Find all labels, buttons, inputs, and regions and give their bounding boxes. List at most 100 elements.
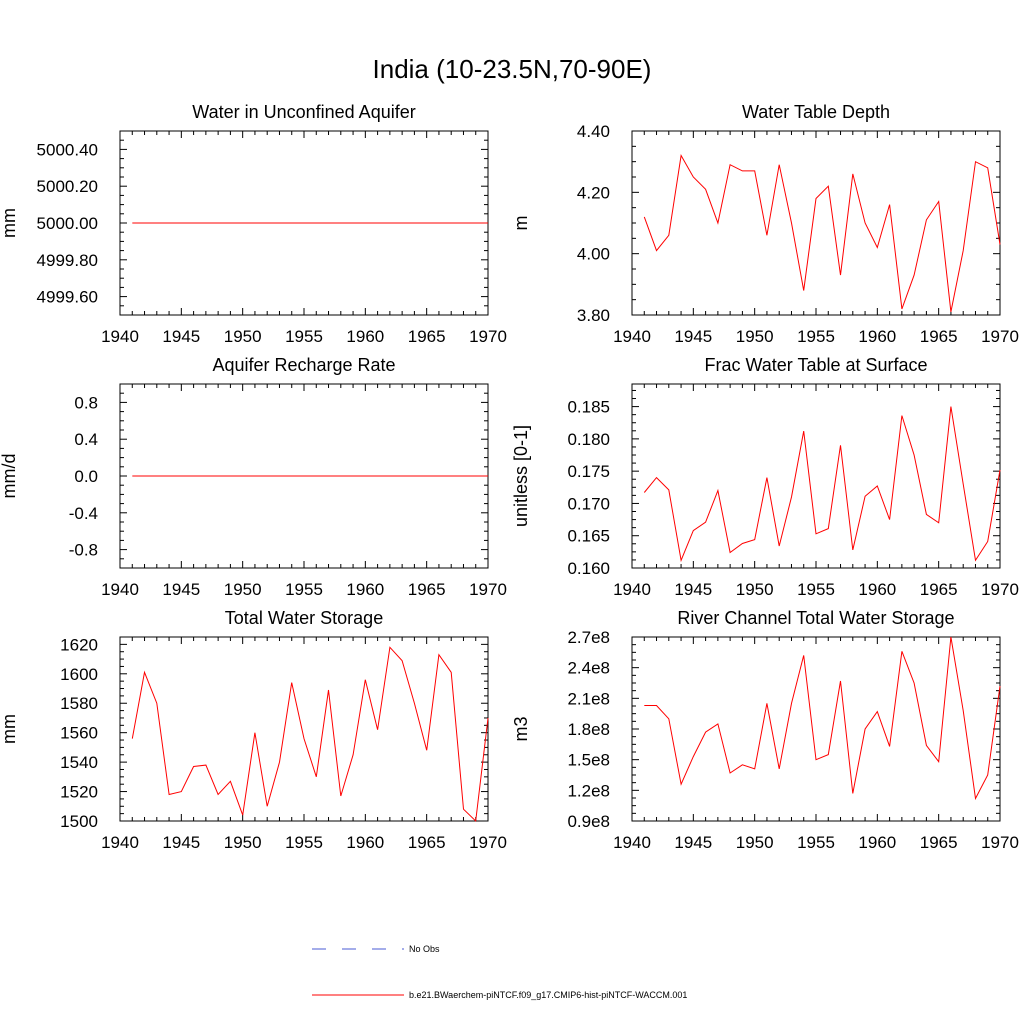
y-tick-label: 1580	[60, 694, 98, 713]
x-tick-label: 1940	[101, 833, 139, 852]
main-title: India (10-23.5N,70-90E)	[372, 54, 652, 84]
x-tick-label: 1950	[224, 327, 262, 346]
y-tick-label: 4999.80	[37, 251, 98, 270]
chart-panel-1: Water in Unconfined Aquifer 1940 1945 1950 1…	[0, 102, 507, 346]
x-tick-label: 1970	[981, 833, 1019, 852]
y-tick-label: 0.170	[567, 494, 610, 513]
series-line-1	[131, 646, 489, 823]
x-tick-label: 1950	[224, 833, 262, 852]
y-tick-label: 0.4	[74, 430, 98, 449]
chart-panel-2: Water Table Depth 1940 1945 1950 1955 1960 196…	[511, 102, 1019, 346]
x-tick-label: 1940	[613, 580, 651, 599]
series-line-1	[644, 636, 1001, 801]
y-tick-label: 5000.40	[37, 140, 98, 159]
y-tick-label: 0.0	[74, 467, 98, 486]
plot-frame	[631, 130, 1001, 316]
y-tick-label: 5000.00	[37, 214, 98, 233]
y-tick-label: 2.4e8	[567, 659, 610, 678]
y-tick-label: 1.8e8	[567, 720, 610, 739]
x-tick-label: 1960	[346, 327, 384, 346]
legend: No Obs b.e21.BWaerchem-piNTCF.f09_g17.CMI…	[312, 944, 687, 1000]
y-tick-label: 4999.60	[37, 288, 98, 307]
y-tick-label: 4.00	[577, 245, 610, 264]
y-tick-label: 2.1e8	[567, 689, 610, 708]
x-tick-label: 1960	[858, 833, 896, 852]
y-tick-label: 1620	[60, 635, 98, 654]
y-axis-label: m	[511, 216, 531, 231]
x-tick-label: 1965	[920, 833, 958, 852]
x-tick-label: 1955	[797, 327, 835, 346]
y-tick-label: 0.9e8	[567, 812, 610, 831]
x-tick-label: 1970	[981, 327, 1019, 346]
chart-panel-5: Total Water Storage 1940 1945 1950 1955 1960 1…	[0, 608, 507, 852]
y-axis-label: mm	[0, 714, 19, 744]
x-tick-label: 1950	[224, 580, 262, 599]
series-line-1	[643, 154, 1001, 312]
x-tick-label: 1960	[858, 580, 896, 599]
y-tick-label: 0.185	[567, 398, 610, 417]
y-tick-label: 0.8	[74, 393, 98, 412]
chart-panel-6: River Channel Total Water Storage 1940 194…	[511, 608, 1019, 852]
x-tick-label: 1960	[858, 327, 896, 346]
y-tick-label: 0.180	[567, 430, 610, 449]
y-tick-label: 3.80	[577, 306, 610, 325]
y-tick-label: 1560	[60, 724, 98, 743]
x-tick-label: 1965	[920, 327, 958, 346]
y-tick-label: 4.40	[577, 122, 610, 141]
y-tick-label: 1600	[60, 665, 98, 684]
series-line-1	[643, 406, 1001, 563]
x-tick-label: 1950	[736, 833, 774, 852]
panel-title: Water in Unconfined Aquifer	[192, 102, 415, 122]
y-axis-label: mm	[0, 208, 19, 238]
x-tick-label: 1940	[101, 580, 139, 599]
x-tick-label: 1965	[408, 580, 446, 599]
x-tick-label: 1955	[797, 833, 835, 852]
y-tick-label: 0.160	[567, 559, 610, 578]
chart-panel-3: Aquifer Recharge Rate 1940 1945 1950 1955 196…	[0, 355, 507, 599]
x-tick-label: 1940	[613, 833, 651, 852]
x-tick-label: 1970	[981, 580, 1019, 599]
y-tick-label: -0.8	[69, 541, 98, 560]
y-axis-label: unitless [0-1]	[511, 425, 531, 527]
y-tick-label: 4.20	[577, 183, 610, 202]
x-tick-label: 1970	[469, 327, 507, 346]
y-axis-label: m3	[511, 716, 531, 741]
plot-frame	[631, 383, 1001, 569]
x-tick-label: 1945	[162, 833, 200, 852]
panel-title: Water Table Depth	[742, 102, 890, 122]
x-tick-label: 1945	[162, 580, 200, 599]
x-tick-label: 1970	[469, 580, 507, 599]
x-tick-label: 1950	[736, 327, 774, 346]
x-tick-label: 1965	[408, 327, 446, 346]
x-tick-label: 1955	[797, 580, 835, 599]
y-tick-label: 0.165	[567, 527, 610, 546]
x-tick-label: 1960	[346, 580, 384, 599]
y-axis-label: mm/d	[0, 454, 19, 499]
y-tick-label: 5000.20	[37, 177, 98, 196]
y-tick-label: 1.2e8	[567, 781, 610, 800]
x-tick-label: 1945	[674, 327, 712, 346]
legend-label-model: b.e21.BWaerchem-piNTCF.f09_g17.CMIP6-his…	[409, 990, 687, 1000]
plot-frame	[631, 636, 1001, 822]
y-tick-label: 1.5e8	[567, 751, 610, 770]
y-tick-label: 2.7e8	[567, 628, 610, 647]
panel-title: Total Water Storage	[225, 608, 383, 628]
panel-title: Aquifer Recharge Rate	[212, 355, 395, 375]
x-tick-label: 1960	[346, 833, 384, 852]
x-tick-label: 1950	[736, 580, 774, 599]
x-tick-label: 1940	[101, 327, 139, 346]
x-tick-label: 1945	[674, 580, 712, 599]
y-tick-label: 1520	[60, 783, 98, 802]
x-tick-label: 1970	[469, 833, 507, 852]
panel-title: River Channel Total Water Storage	[677, 608, 954, 628]
x-tick-label: 1945	[162, 327, 200, 346]
legend-label-no-obs: No Obs	[409, 944, 440, 954]
x-tick-label: 1955	[285, 580, 323, 599]
y-tick-label: 0.175	[567, 462, 610, 481]
y-tick-label: 1540	[60, 753, 98, 772]
y-tick-label: -0.4	[69, 504, 98, 523]
x-tick-label: 1955	[285, 327, 323, 346]
x-tick-label: 1955	[285, 833, 323, 852]
y-tick-label: 1500	[60, 812, 98, 831]
